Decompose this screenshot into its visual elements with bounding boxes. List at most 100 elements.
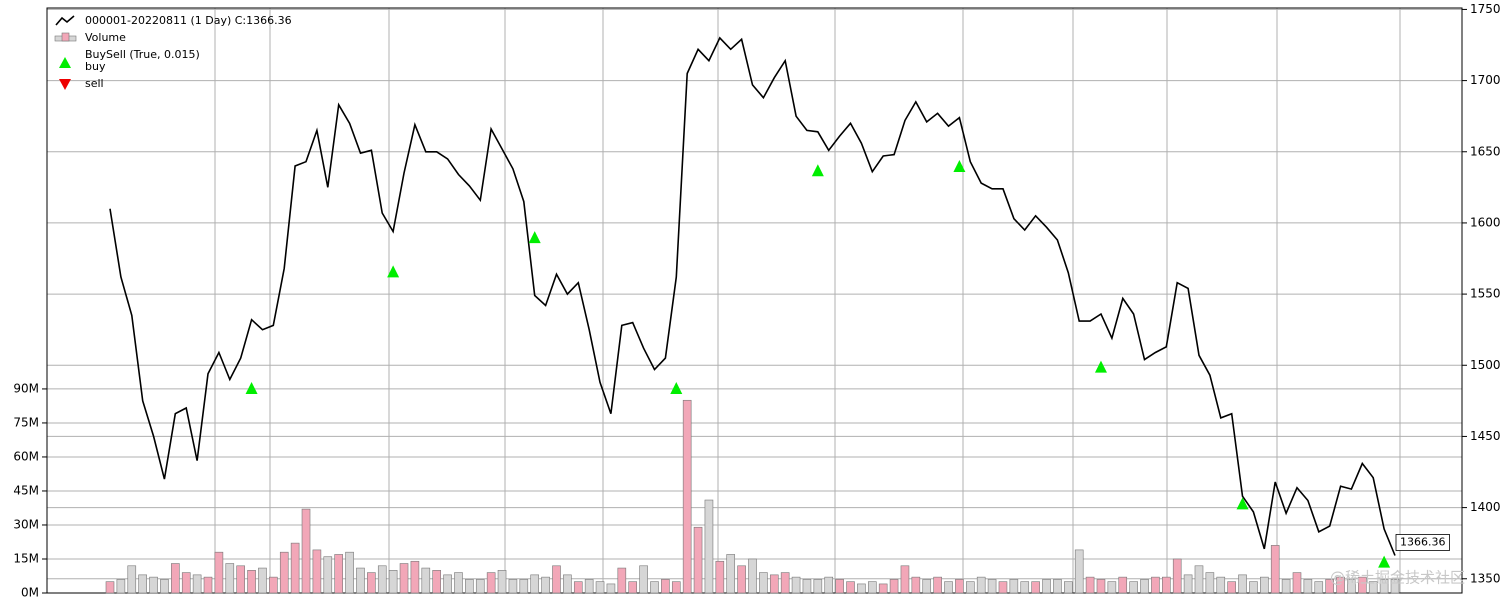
volume-bar bbox=[1183, 574, 1193, 594]
x-grid bbox=[214, 8, 1401, 593]
volume-bar bbox=[323, 556, 333, 594]
volume-bar bbox=[443, 574, 452, 594]
volume-bar bbox=[835, 579, 844, 594]
volume-bar bbox=[682, 399, 692, 594]
volume-bar bbox=[889, 579, 899, 594]
legend-line-icon bbox=[55, 15, 75, 26]
volume-bar bbox=[639, 565, 648, 594]
volume-bar bbox=[1260, 576, 1269, 594]
y-tick-label: 1750 bbox=[1470, 2, 1501, 16]
buy-marker bbox=[1236, 497, 1249, 510]
volume-bar bbox=[1020, 581, 1030, 594]
volume-bar bbox=[160, 579, 169, 594]
volume-bar bbox=[1009, 579, 1019, 594]
volume-bar bbox=[693, 526, 703, 594]
buy-marker bbox=[1378, 555, 1391, 568]
volume-bar bbox=[944, 581, 953, 594]
volume-bar bbox=[388, 570, 398, 594]
volume-bar bbox=[769, 574, 779, 594]
volume-bar bbox=[715, 560, 725, 594]
volume-bar bbox=[1216, 576, 1226, 594]
volume-bar bbox=[1292, 572, 1302, 594]
legend: 000001-20220811 (1 Day) C:1366.36 Volume B… bbox=[54, 14, 292, 90]
volume-bar bbox=[857, 583, 866, 594]
y-tick-label: 1500 bbox=[1470, 358, 1501, 372]
y2-tick-label: 75M bbox=[13, 415, 39, 429]
legend-bar-icon bbox=[61, 32, 70, 42]
volume-bar bbox=[976, 576, 986, 594]
volume-bar bbox=[748, 558, 757, 594]
volume-bar bbox=[737, 565, 746, 594]
legend-group-title: BuySell (True, 0.015) bbox=[85, 48, 200, 61]
y2-tick-label: 15M bbox=[13, 551, 39, 565]
volume-bar bbox=[584, 579, 594, 594]
volume-bar bbox=[269, 576, 278, 594]
volume-bar bbox=[290, 542, 300, 594]
volume-bar bbox=[1205, 572, 1215, 594]
y2-tick-label: 0M bbox=[21, 586, 39, 600]
volume-bar bbox=[1074, 549, 1084, 594]
volume-bar bbox=[671, 581, 681, 594]
volume-bar bbox=[367, 572, 376, 594]
volume-bar bbox=[573, 581, 583, 594]
volume-bar bbox=[1270, 545, 1280, 594]
volume-bar bbox=[1064, 581, 1073, 594]
volume-bar bbox=[780, 572, 790, 594]
volume-bar bbox=[225, 563, 235, 594]
volume-bar bbox=[171, 563, 180, 594]
legend-label: sell bbox=[85, 77, 104, 90]
volume-bar bbox=[1368, 581, 1378, 594]
y2-tick-label: 30M bbox=[13, 517, 39, 531]
volume-bar bbox=[813, 579, 823, 594]
volume-bar bbox=[1303, 579, 1313, 594]
volume-bar bbox=[1172, 558, 1182, 594]
volume-bar bbox=[116, 579, 126, 594]
volume-bar bbox=[247, 570, 256, 594]
volume-bar bbox=[410, 560, 420, 594]
volume-bar bbox=[497, 570, 507, 594]
y2-tick-label: 60M bbox=[13, 449, 39, 463]
volume-bar bbox=[1314, 581, 1324, 594]
price-line bbox=[109, 36, 1396, 556]
volume-bar bbox=[454, 572, 463, 594]
volume-bar bbox=[1129, 581, 1138, 594]
volume-bar bbox=[1325, 579, 1334, 594]
volume-bar bbox=[650, 581, 659, 594]
volume-bar bbox=[933, 576, 942, 594]
volume-bar bbox=[127, 565, 137, 594]
legend-marker-icon bbox=[59, 79, 71, 90]
volume-bar bbox=[312, 549, 322, 594]
volume-bar bbox=[1118, 576, 1128, 594]
volume-bar bbox=[563, 574, 572, 594]
volume-bar bbox=[1358, 576, 1367, 594]
y-tick-label: 1700 bbox=[1470, 73, 1501, 87]
legend-label: 000001-20220811 (1 Day) C:1366.36 bbox=[85, 14, 292, 27]
volume-bar bbox=[846, 581, 855, 594]
volume-bar bbox=[661, 579, 670, 594]
y-tick-label: 1400 bbox=[1470, 500, 1501, 514]
y2-tick-label: 90M bbox=[13, 381, 39, 395]
volume-bar bbox=[1227, 581, 1236, 594]
volume-bar bbox=[791, 576, 801, 594]
volume-bar bbox=[1336, 576, 1345, 594]
y-tick-label: 1350 bbox=[1470, 571, 1501, 585]
volume-bar bbox=[1249, 581, 1258, 594]
volume-bar bbox=[279, 551, 289, 594]
volume-bar bbox=[1390, 579, 1400, 594]
y-tick-label: 1600 bbox=[1470, 215, 1501, 229]
buy-marker bbox=[387, 265, 400, 278]
legend-label: Volume bbox=[85, 31, 126, 44]
volume-bar bbox=[1042, 579, 1051, 594]
volume-bar bbox=[802, 579, 812, 594]
buy-marker bbox=[811, 164, 824, 177]
volume-bar bbox=[759, 572, 768, 594]
volume-bar bbox=[486, 572, 496, 594]
volume-bar bbox=[541, 576, 550, 594]
volume-bar bbox=[508, 579, 518, 594]
buy-marker bbox=[528, 231, 541, 244]
volume-bar bbox=[421, 567, 431, 594]
volume-bar bbox=[606, 583, 616, 594]
volume-bar bbox=[203, 576, 213, 594]
volume-bar bbox=[911, 576, 921, 594]
